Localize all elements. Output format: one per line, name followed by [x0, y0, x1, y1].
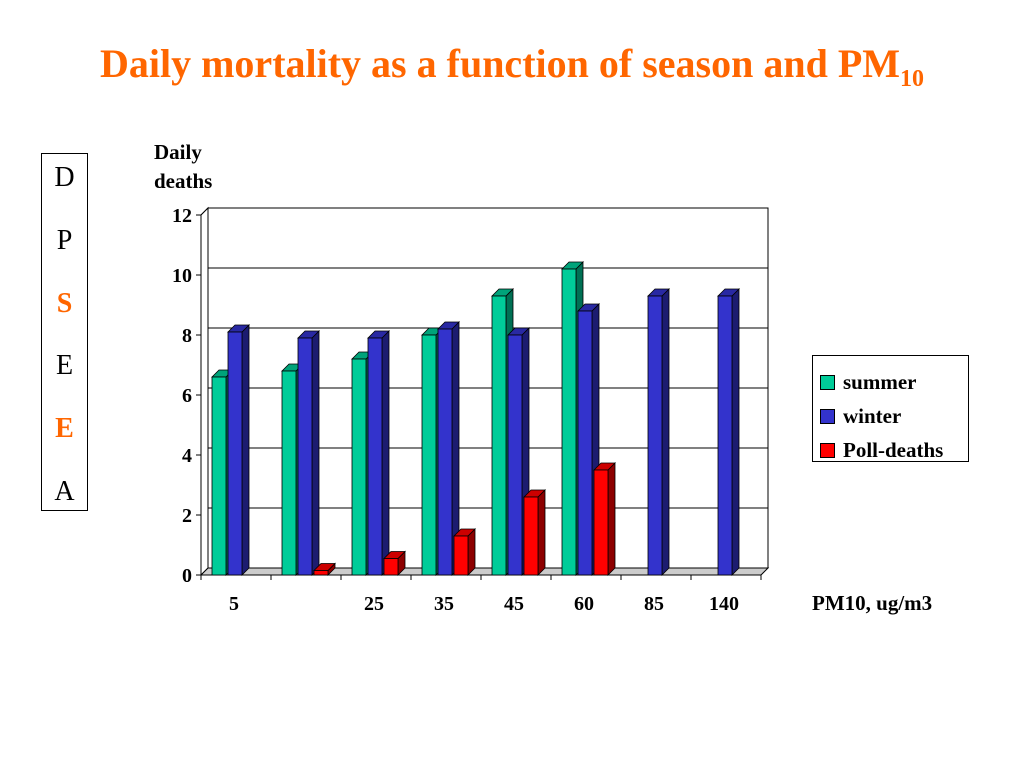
bar-front: [383, 558, 399, 576]
bar-front: [227, 331, 243, 576]
dpseea-letter: P: [56, 224, 73, 256]
legend-swatch: [820, 408, 835, 424]
y-axis-label-line2: deaths: [154, 169, 213, 193]
y-tick-label: 8: [182, 325, 192, 347]
bar-front: [437, 328, 453, 576]
bar-poll-deaths: [523, 489, 546, 576]
dpseea-letter: A: [54, 475, 75, 507]
bar-front: [593, 469, 609, 576]
bar-side: [661, 288, 670, 576]
y-tick-label: 0: [182, 565, 192, 587]
bar-front: [351, 358, 367, 576]
bar-winter: [437, 321, 460, 576]
bar-winter: [227, 324, 250, 576]
y-axis-label: Daily deaths: [154, 138, 244, 196]
x-tick-label: 35: [434, 593, 454, 615]
legend-item: summer: [820, 365, 968, 399]
bar-poll-deaths: [313, 562, 336, 576]
legend-label: summer: [843, 369, 917, 394]
title-main: Daily mortality as a function of season …: [100, 41, 900, 86]
bar-front: [211, 376, 227, 576]
bar-front: [491, 295, 507, 576]
y-tick-label: 4: [182, 445, 192, 467]
bar-side: [311, 330, 320, 576]
bar-front: [297, 337, 313, 576]
y-tick-label: 2: [182, 505, 192, 527]
y-axis-label-line1: Daily: [154, 140, 202, 164]
bar-winter: [647, 288, 670, 576]
bar-side: [537, 489, 546, 576]
bar-front: [367, 337, 383, 576]
y-tick-label: 12: [172, 205, 192, 227]
bar-front: [717, 295, 733, 576]
chart-legend: summer winter Poll-deaths: [812, 355, 969, 462]
legend-item: Poll-deaths: [820, 433, 968, 467]
x-tick-label: 5: [229, 593, 239, 615]
legend-swatch: [820, 442, 835, 458]
bar-side: [731, 288, 740, 576]
bar-front: [281, 370, 297, 576]
dpseea-letter: D: [54, 162, 75, 193]
x-tick-label: 60: [574, 593, 594, 615]
bar-front: [561, 268, 577, 576]
bar-front: [577, 310, 593, 576]
slide-title: Daily mortality as a function of season …: [0, 41, 1024, 92]
x-tick-label: 25: [364, 593, 384, 615]
bar-front: [313, 570, 329, 576]
x-tick-label: 140: [709, 593, 739, 615]
bar-winter: [367, 330, 390, 576]
bar-front: [507, 334, 523, 576]
bar-side: [241, 324, 250, 576]
legend-item: winter: [820, 399, 968, 433]
bar-side: [467, 528, 476, 576]
y-tick-label: 10: [172, 265, 192, 287]
bar-poll-deaths: [593, 462, 616, 576]
bar-winter: [717, 288, 740, 576]
bar-winter: [297, 330, 320, 576]
legend-label: Poll-deaths: [843, 437, 944, 462]
bar-side: [381, 330, 390, 576]
bar-poll-deaths: [453, 528, 476, 576]
bar-side: [607, 462, 616, 576]
y-tick-label: 6: [182, 385, 192, 407]
x-tick-label: 85: [644, 593, 664, 615]
bar-front: [453, 535, 469, 576]
dpseea-letter: E: [55, 413, 74, 445]
title-subscript: 10: [900, 66, 924, 92]
bar-front: [421, 334, 437, 576]
bar-front: [523, 496, 539, 576]
dpseea-letter: E: [55, 350, 74, 382]
x-axis-label: PM10, ug/m3: [812, 591, 933, 615]
bar-poll-deaths: [383, 550, 406, 576]
legend-label: winter: [843, 403, 902, 428]
legend-swatch: [820, 374, 835, 390]
dpseea-letter: S: [56, 287, 73, 319]
bar-front: [647, 295, 663, 576]
x-tick-label: 45: [504, 593, 524, 615]
plot-side-wall: [200, 206, 209, 577]
